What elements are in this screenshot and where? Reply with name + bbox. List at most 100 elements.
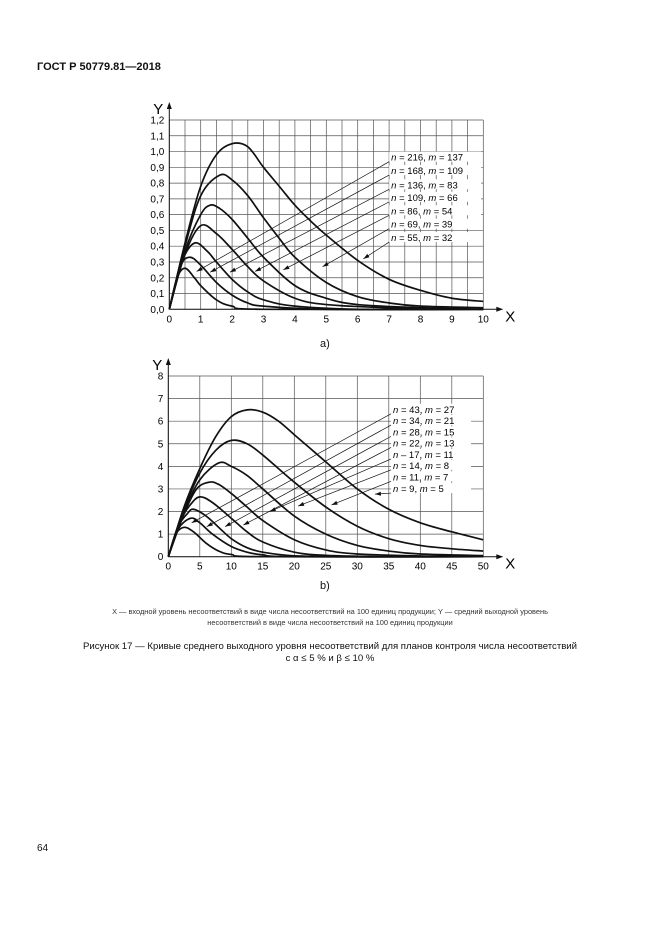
figure-legend-line-1: X — входной уровень несоответствий в вид…: [112, 607, 548, 616]
x-tick-label: 5: [324, 314, 330, 325]
x-tick-label: 40: [415, 562, 427, 573]
series-label-background: [391, 415, 472, 426]
x-tick-label: 30: [352, 562, 364, 573]
figure-title-line-1: Рисунок 17 — Кривые среднего выходного у…: [82, 641, 578, 652]
y-tick-label: 1,2: [150, 116, 164, 127]
leader-line: [322, 228, 390, 268]
y-tick-label: 0,6: [150, 210, 164, 221]
leader-line: [254, 201, 390, 272]
y-tick-label: 0,9: [150, 163, 164, 174]
y-axis-arrow-icon: [166, 102, 172, 109]
x-tick-label: 35: [383, 562, 395, 573]
y-tick-label: 7: [158, 394, 164, 405]
y-tick-label: 0: [158, 552, 164, 563]
arrowhead-icon: [196, 266, 203, 272]
series-line-7: [167, 526, 484, 558]
y-tick-label: 0,0: [150, 305, 164, 316]
arrowhead-icon: [269, 507, 277, 512]
series-label-background: [391, 426, 472, 437]
figure-legend: X — входной уровень несоответствий в вид…: [60, 606, 600, 628]
x-tick-label: 2: [229, 314, 235, 325]
x-axis-label: X: [505, 556, 515, 573]
arrowhead-icon: [374, 491, 382, 496]
series-label: n = 34, m = 21: [393, 416, 454, 427]
series-label: n = 216, m = 137: [391, 153, 463, 164]
arrowhead-icon: [363, 253, 370, 259]
leader-line: [224, 436, 392, 527]
leader-line: [206, 424, 392, 527]
series-label-background: [391, 448, 472, 459]
leader-line: [196, 161, 390, 272]
y-tick-label: 5: [158, 439, 164, 450]
series-line-2: [167, 461, 484, 557]
y-tick-label: 1,0: [150, 147, 164, 158]
y-axis-label: Y: [153, 101, 163, 118]
series-label-background: [389, 218, 482, 229]
leader-line: [331, 480, 392, 506]
series-label-background: [389, 191, 482, 202]
series-label-background: [389, 165, 482, 176]
x-tick-label: 10: [226, 562, 238, 573]
series-line-3: [168, 224, 484, 311]
arrowhead-icon: [298, 502, 305, 507]
x-tick-label: 25: [320, 562, 332, 573]
series-label: n = 9, m = 5: [393, 484, 444, 495]
x-tick-label: 0: [167, 314, 173, 325]
leader-line: [269, 458, 392, 512]
series-label: n = 109, m = 66: [391, 193, 458, 204]
figure-title-line-2: с α ≤ 5 % и β ≤ 10 %: [285, 653, 375, 664]
x-tick-label: 20: [289, 562, 301, 573]
series-label: n = 14, m = 8: [393, 461, 449, 472]
series-label: n = 86, m = 54: [391, 206, 452, 217]
series-line-2: [168, 204, 484, 311]
series-label: n = 69, m = 39: [391, 220, 452, 231]
y-tick-label: 0,7: [150, 194, 164, 205]
arrowhead-icon: [206, 522, 213, 527]
x-tick-label: 9: [449, 314, 455, 325]
chart-a: X Y 0 1 2 3 4 5 6 7 8 9 10 0,0 0,1 0,2 0,3 0,4 0,5 0,6 0,7 0,…: [150, 101, 515, 325]
x-tick-label: 5: [197, 562, 203, 573]
series-line-1: [168, 173, 484, 310]
x-tick-label: 15: [257, 562, 269, 573]
leader-line: [191, 413, 392, 524]
y-tick-label: 4: [158, 462, 164, 473]
x-tick-label: 4: [292, 314, 298, 325]
document-header: ГОСТ Р 50779.81—2018: [37, 61, 161, 73]
y-axis-label: Y: [152, 357, 162, 374]
series-label: n = 168, m = 109: [391, 166, 463, 177]
series-label: n = 55, m = 32: [391, 233, 452, 244]
leader-line: [243, 447, 392, 526]
y-tick-label: 6: [158, 417, 164, 428]
leader-line: [209, 174, 390, 273]
leader-line: [283, 214, 390, 271]
y-tick-label: 1: [158, 530, 164, 541]
page-number: 64: [37, 843, 49, 854]
series-label: n – 17, m = 11: [393, 450, 453, 461]
series-label: n = 22, m = 13: [393, 438, 454, 449]
x-axis-arrow-icon: [496, 554, 504, 560]
series-line-0: [167, 408, 484, 557]
series-label-background: [391, 403, 472, 414]
series-label-background: [389, 232, 482, 243]
x-axis-label: X: [505, 308, 515, 325]
x-tick-label: 6: [355, 314, 361, 325]
leader-line: [229, 188, 390, 273]
arrowhead-icon: [243, 520, 250, 526]
arrowhead-icon: [191, 518, 198, 523]
series-line-6: [168, 267, 484, 311]
series-label-background: [389, 151, 482, 162]
x-tick-label: 3: [261, 314, 267, 325]
arrowhead-icon: [225, 522, 232, 527]
series-label-background: [389, 205, 482, 216]
x-tick-label: 1: [198, 314, 204, 325]
series-label: n = 136, m = 83: [391, 180, 458, 191]
arrowhead-icon: [229, 267, 237, 273]
leader-line: [297, 469, 392, 507]
arrowhead-icon: [255, 266, 262, 272]
y-tick-label: 8: [158, 372, 164, 383]
series-label: n = 28, m = 15: [393, 427, 454, 438]
x-tick-label: 45: [446, 562, 458, 573]
y-tick-label: 1,1: [150, 131, 164, 142]
series-label-background: [391, 437, 472, 448]
